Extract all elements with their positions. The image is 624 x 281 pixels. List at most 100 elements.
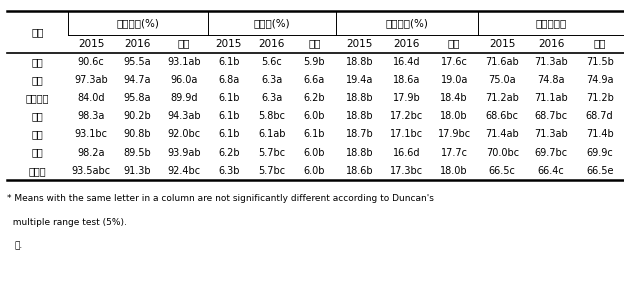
Text: 18.8b: 18.8b bbox=[346, 57, 373, 67]
Text: 17.2bc: 17.2bc bbox=[390, 111, 424, 121]
Text: 5.7bc: 5.7bc bbox=[258, 148, 285, 158]
Text: 수광: 수광 bbox=[32, 57, 44, 67]
Text: 5.6c: 5.6c bbox=[261, 57, 282, 67]
Text: * Means with the same letter in a column are not significantly different accordi: * Means with the same letter in a column… bbox=[7, 194, 434, 203]
Text: 17.9b: 17.9b bbox=[393, 93, 421, 103]
Text: 2016: 2016 bbox=[538, 39, 564, 49]
Text: 74.8a: 74.8a bbox=[537, 75, 565, 85]
Text: 5.7bc: 5.7bc bbox=[258, 166, 285, 176]
Text: 6.2b: 6.2b bbox=[304, 93, 325, 103]
Text: 98.2a: 98.2a bbox=[77, 148, 105, 158]
Text: 84.0d: 84.0d bbox=[77, 93, 105, 103]
Text: 2016: 2016 bbox=[124, 39, 150, 49]
Text: 6.2b: 6.2b bbox=[218, 148, 240, 158]
Text: 토요식미치: 토요식미치 bbox=[535, 18, 567, 28]
Text: 해품: 해품 bbox=[32, 111, 44, 121]
Text: 95.5a: 95.5a bbox=[124, 57, 151, 67]
Text: 89.9d: 89.9d bbox=[170, 93, 198, 103]
Text: 93.1ab: 93.1ab bbox=[167, 57, 201, 67]
Text: 71.1ab: 71.1ab bbox=[534, 93, 568, 103]
Text: 호품: 호품 bbox=[32, 148, 44, 158]
Text: 6.8a: 6.8a bbox=[218, 75, 240, 85]
Text: 97.3ab: 97.3ab bbox=[74, 75, 108, 85]
Text: 66.5c: 66.5c bbox=[489, 166, 515, 176]
Text: 18.6b: 18.6b bbox=[346, 166, 373, 176]
Text: 17.6c: 17.6c bbox=[441, 57, 467, 67]
Text: 2016: 2016 bbox=[394, 39, 420, 49]
Text: 평균: 평균 bbox=[448, 39, 461, 49]
Text: 6.1b: 6.1b bbox=[218, 57, 240, 67]
Text: 18.4b: 18.4b bbox=[441, 93, 468, 103]
Text: 현품: 현품 bbox=[32, 130, 44, 139]
Text: 69.9c: 69.9c bbox=[587, 148, 613, 158]
Text: 5.9b: 5.9b bbox=[304, 57, 325, 67]
Text: 평균: 평균 bbox=[178, 39, 190, 49]
Text: 2015: 2015 bbox=[216, 39, 242, 49]
Text: 71.4ab: 71.4ab bbox=[485, 130, 519, 139]
Text: 71.3ab: 71.3ab bbox=[534, 130, 568, 139]
Text: 아밀로스(%): 아밀로스(%) bbox=[386, 18, 428, 28]
Text: 18.8b: 18.8b bbox=[346, 148, 373, 158]
Text: 6.1ab: 6.1ab bbox=[258, 130, 285, 139]
Text: 66.5e: 66.5e bbox=[586, 166, 613, 176]
Text: 71.2b: 71.2b bbox=[586, 93, 613, 103]
Text: 89.5b: 89.5b bbox=[123, 148, 151, 158]
Text: 6.1b: 6.1b bbox=[218, 130, 240, 139]
Text: 74.9a: 74.9a bbox=[586, 75, 613, 85]
Text: 90.8b: 90.8b bbox=[124, 130, 151, 139]
Text: 68.7d: 68.7d bbox=[586, 111, 613, 121]
Text: 19.4a: 19.4a bbox=[346, 75, 373, 85]
Text: 18.7b: 18.7b bbox=[346, 130, 373, 139]
Text: 70.0bc: 70.0bc bbox=[485, 148, 519, 158]
Text: 68.7bc: 68.7bc bbox=[534, 111, 568, 121]
Text: 66.4c: 66.4c bbox=[538, 166, 564, 176]
Text: 완전미율(%): 완전미율(%) bbox=[116, 18, 159, 28]
Text: 17.3bc: 17.3bc bbox=[390, 166, 424, 176]
Text: 6.1b: 6.1b bbox=[304, 130, 325, 139]
Text: 18.8b: 18.8b bbox=[346, 93, 373, 103]
Text: 5.8bc: 5.8bc bbox=[258, 111, 285, 121]
Text: 93.9ab: 93.9ab bbox=[167, 148, 201, 158]
Text: 94.3ab: 94.3ab bbox=[167, 111, 201, 121]
Text: 71.2ab: 71.2ab bbox=[485, 93, 519, 103]
Text: 71.5b: 71.5b bbox=[586, 57, 613, 67]
Text: 90.2b: 90.2b bbox=[123, 111, 151, 121]
Text: 91.3b: 91.3b bbox=[124, 166, 151, 176]
Text: 6.3b: 6.3b bbox=[218, 166, 240, 176]
Text: 71.6ab: 71.6ab bbox=[485, 57, 519, 67]
Text: 6.0b: 6.0b bbox=[304, 166, 325, 176]
Text: 16.4d: 16.4d bbox=[393, 57, 421, 67]
Text: 품종: 품종 bbox=[31, 27, 44, 37]
Text: 95.8a: 95.8a bbox=[124, 93, 151, 103]
Text: 16.6d: 16.6d bbox=[393, 148, 421, 158]
Text: 신동진: 신동진 bbox=[29, 166, 47, 176]
Text: 6.6a: 6.6a bbox=[304, 75, 325, 85]
Text: 92.4bc: 92.4bc bbox=[167, 166, 200, 176]
Text: 19.0a: 19.0a bbox=[441, 75, 468, 85]
Text: 단백질(%): 단백질(%) bbox=[253, 18, 290, 28]
Text: 18.8b: 18.8b bbox=[346, 111, 373, 121]
Text: 75.0a: 75.0a bbox=[489, 75, 516, 85]
Text: 6.1b: 6.1b bbox=[218, 111, 240, 121]
Text: 17.7c: 17.7c bbox=[441, 148, 468, 158]
Text: 69.7bc: 69.7bc bbox=[534, 148, 568, 158]
Text: multiple range test (5%).: multiple range test (5%). bbox=[7, 218, 127, 227]
Text: 71.4b: 71.4b bbox=[586, 130, 613, 139]
Text: 18.6a: 18.6a bbox=[393, 75, 421, 85]
Text: 영호진미: 영호진미 bbox=[26, 93, 49, 103]
Text: 94.7a: 94.7a bbox=[124, 75, 151, 85]
Text: 6.3a: 6.3a bbox=[261, 93, 282, 103]
Text: 미품: 미품 bbox=[32, 75, 44, 85]
Text: 90.6c: 90.6c bbox=[77, 57, 104, 67]
Text: 96.0a: 96.0a bbox=[170, 75, 198, 85]
Text: 71.3ab: 71.3ab bbox=[534, 57, 568, 67]
Text: 17.9bc: 17.9bc bbox=[437, 130, 470, 139]
Text: 18.0b: 18.0b bbox=[441, 111, 468, 121]
Text: 98.3a: 98.3a bbox=[77, 111, 105, 121]
Text: 평균: 평균 bbox=[308, 39, 321, 49]
Text: 92.0bc: 92.0bc bbox=[167, 130, 200, 139]
Text: 93.5abc: 93.5abc bbox=[72, 166, 110, 176]
Text: 평균: 평균 bbox=[593, 39, 606, 49]
Text: 6.1b: 6.1b bbox=[218, 93, 240, 103]
Text: 6.0b: 6.0b bbox=[304, 111, 325, 121]
